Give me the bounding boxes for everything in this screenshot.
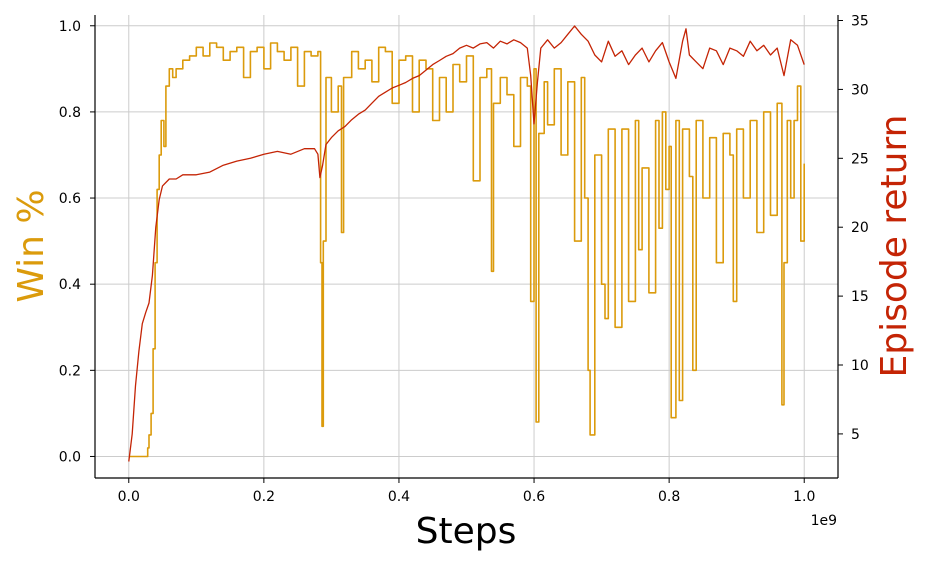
y-left-tick-label: 0.4 — [59, 277, 81, 293]
y-right-tick-label: 10 — [851, 358, 869, 374]
win-rate-line — [128, 42, 805, 458]
ticks: 0.0 0.2 0.4 0.6 0.8 1.0 0.0 0.2 0.4 0.6 0.8 1.0 5 10 1… — [59, 14, 869, 505]
y-left-tick-label: 1.0 — [59, 19, 81, 35]
y-right-tick-label: 35 — [851, 14, 869, 30]
y-right-tick-label: 30 — [851, 82, 869, 98]
x-tick-label: 0.0 — [118, 489, 140, 505]
x-tick-label: 0.4 — [388, 489, 410, 505]
x-offset-label: 1e9 — [811, 513, 837, 529]
x-axis-label: Steps — [416, 511, 517, 552]
x-tick-label: 0.8 — [658, 489, 680, 505]
x-tick-label: 1.0 — [793, 489, 815, 505]
y-left-tick-label: 0.0 — [59, 449, 81, 465]
episode-return-line — [128, 25, 805, 462]
x-tick-label: 0.2 — [253, 489, 275, 505]
y-right-tick-label: 15 — [851, 289, 869, 305]
y-right-axis-label: Episode return — [874, 115, 915, 378]
y-left-tick-label: 0.6 — [59, 191, 81, 207]
y-right-tick-label: 20 — [851, 220, 869, 236]
y-left-axis-label: Win % — [11, 189, 52, 302]
x-tick-label: 0.6 — [523, 489, 545, 505]
series — [128, 25, 805, 462]
y-right-tick-label: 5 — [851, 427, 860, 443]
y-left-tick-label: 0.2 — [59, 363, 81, 379]
y-right-tick-label: 25 — [851, 151, 869, 167]
grid — [95, 15, 838, 478]
axes — [94, 15, 839, 479]
y-left-tick-label: 0.8 — [59, 105, 81, 121]
